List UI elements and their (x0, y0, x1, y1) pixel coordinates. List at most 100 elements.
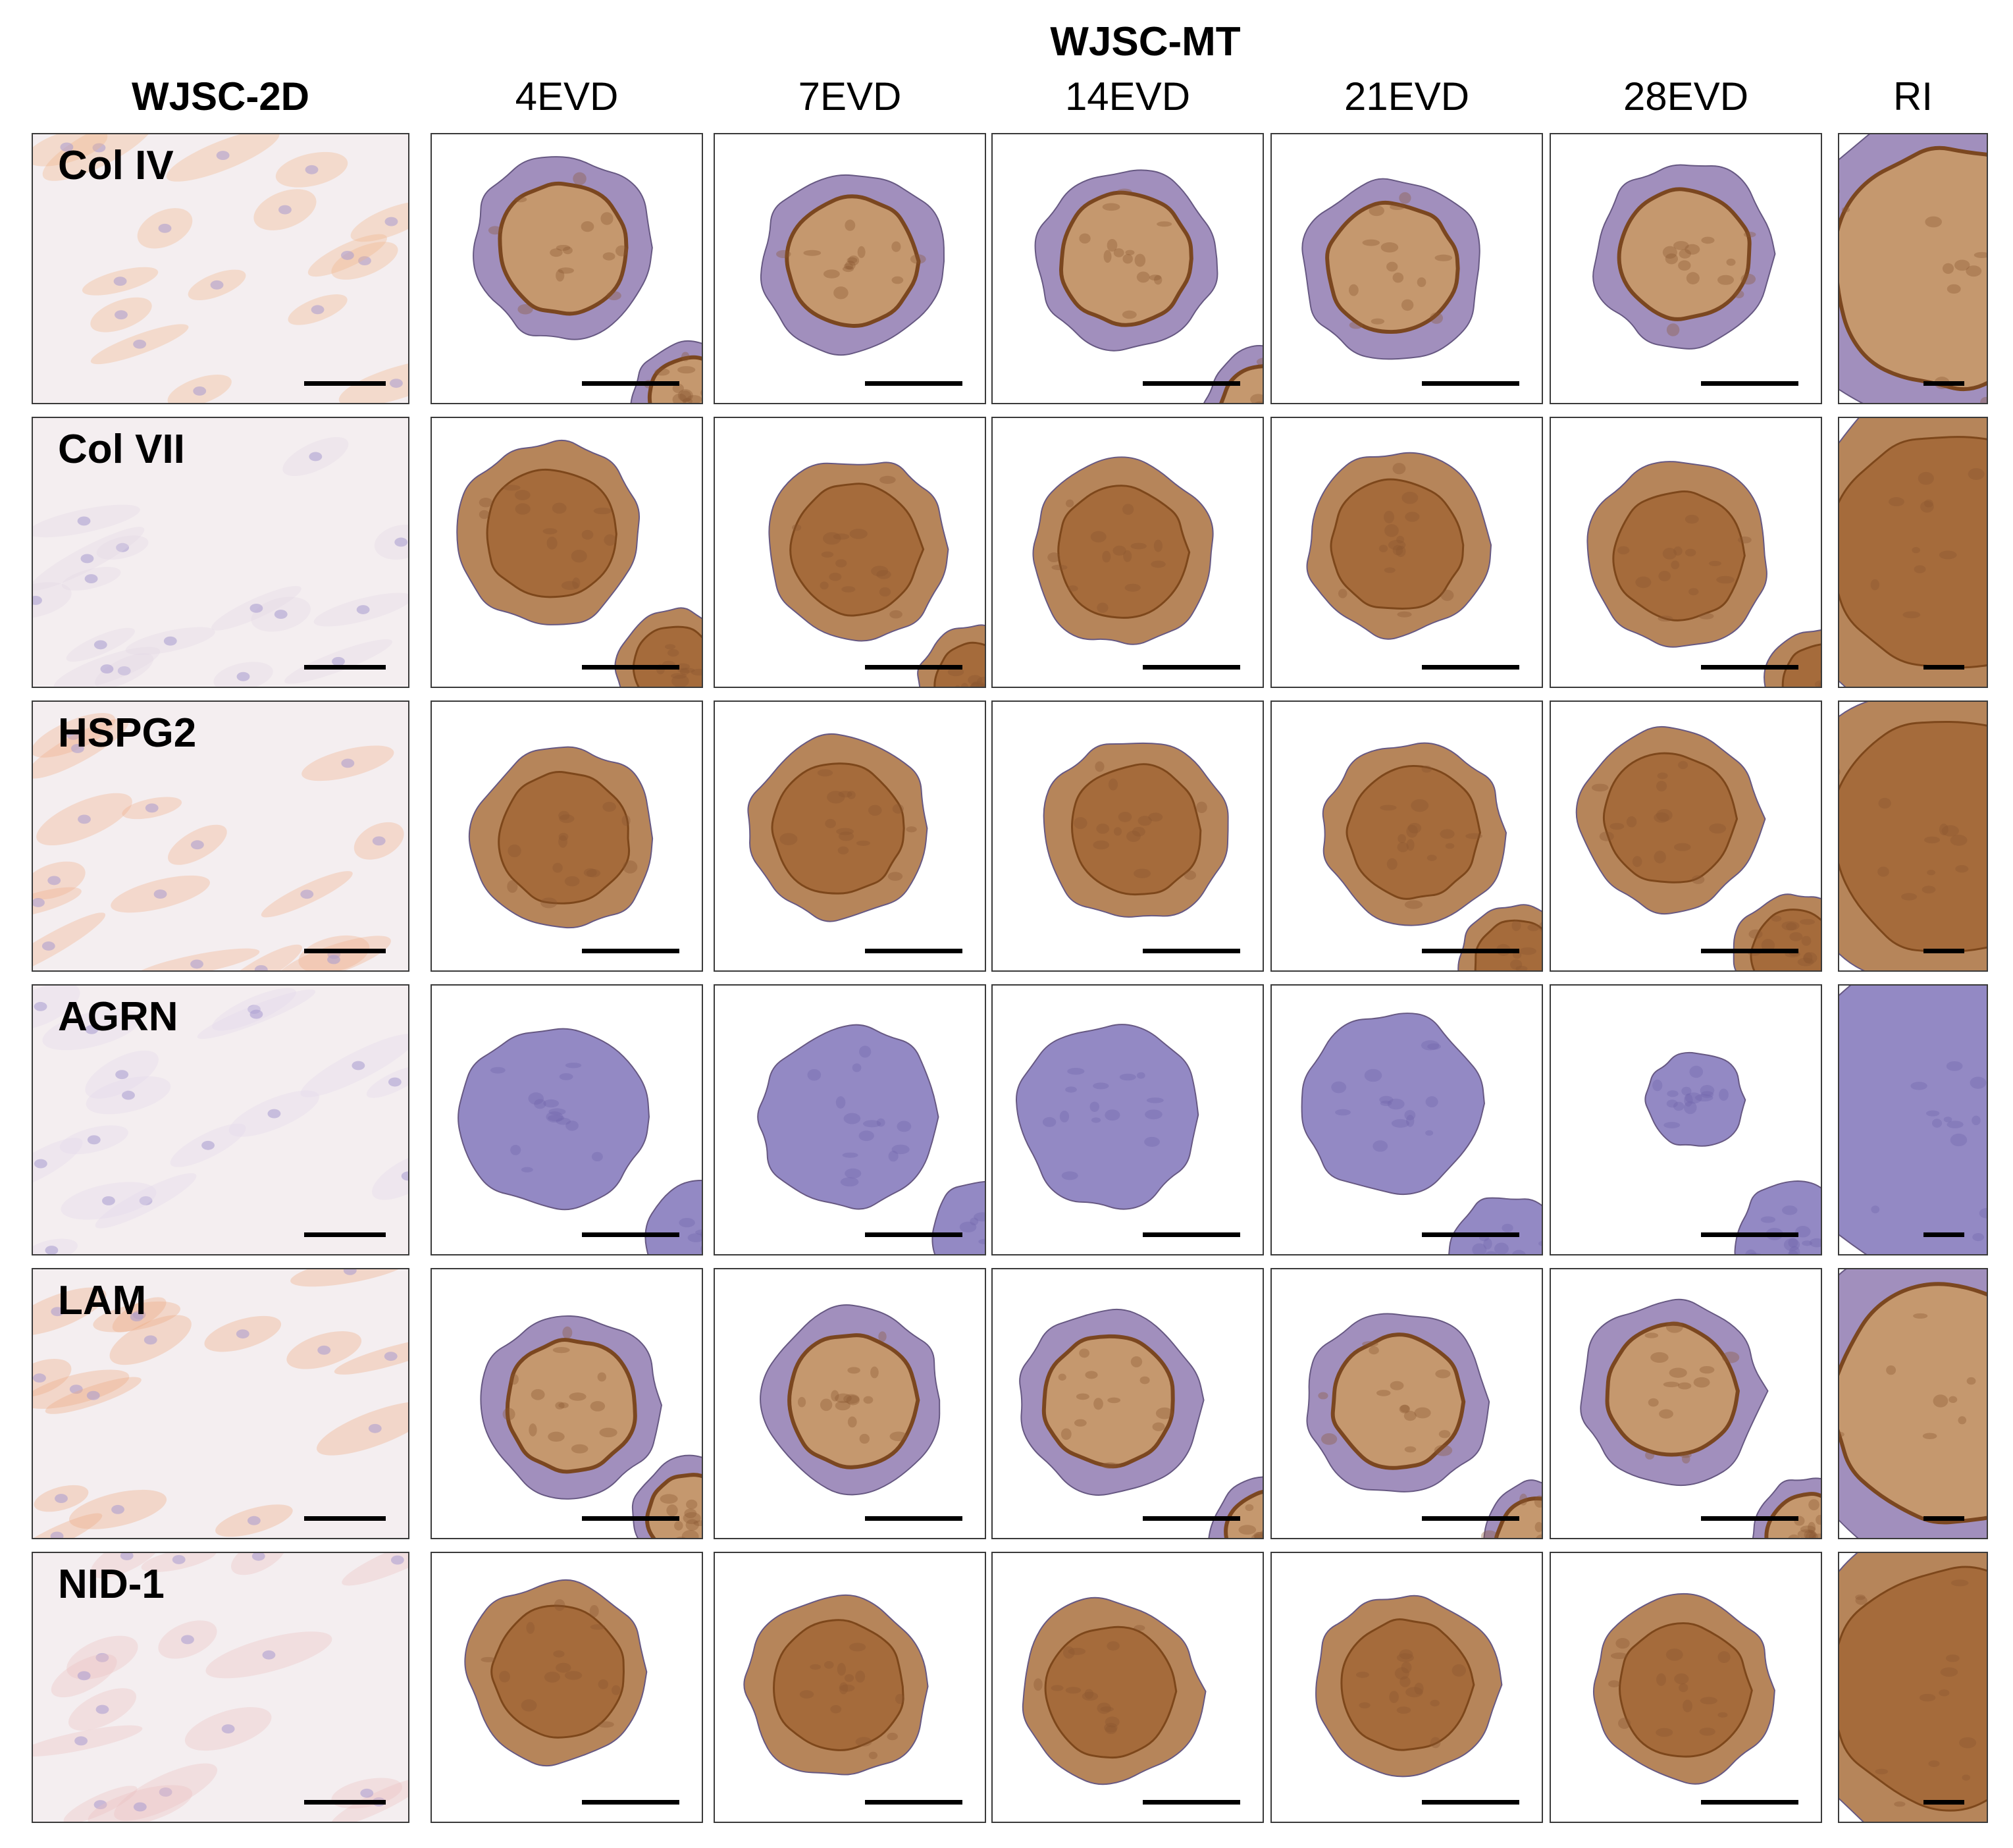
scale-bar (865, 1800, 962, 1805)
micrograph-panel (991, 417, 1264, 688)
scale-bar (304, 1516, 386, 1521)
spheroid (1448, 1197, 1542, 1254)
spheroid (1839, 134, 1987, 403)
scale-bar (1701, 1232, 1798, 1237)
scale-bar (1143, 1800, 1240, 1805)
scale-bar (304, 381, 386, 386)
micrograph-panel (1550, 1268, 1822, 1539)
micrograph-panel (714, 984, 986, 1255)
column-header-4: 4EVD (515, 74, 619, 119)
spheroid (1644, 1051, 1746, 1147)
spheroid (1593, 1593, 1775, 1785)
micrograph-panel (714, 133, 986, 404)
spheroid (747, 733, 928, 922)
column-header-28: 28EVD (1623, 74, 1749, 119)
scale-bar (1923, 1232, 1964, 1237)
cell-culture (33, 702, 408, 970)
row-label: LAM (58, 1278, 147, 1323)
micrograph-image (993, 418, 1263, 687)
spheroid (760, 174, 945, 356)
micrograph-panel (991, 700, 1264, 972)
micrograph-image (715, 1553, 985, 1822)
spheroid (757, 1024, 939, 1210)
spheroid (1839, 986, 1987, 1254)
spheroid (1022, 1597, 1207, 1785)
spheroid (1752, 1477, 1821, 1538)
scale-bar (582, 1232, 679, 1237)
scale-bar (1701, 381, 1798, 386)
spheroid (1043, 742, 1229, 918)
scale-bar (1143, 949, 1240, 953)
scale-bar (582, 665, 679, 670)
micrograph-image (432, 418, 702, 687)
spheroid (1592, 164, 1776, 350)
column-header-21: 21EVD (1344, 74, 1470, 119)
spheroid (480, 1315, 663, 1500)
micrograph-panel (1838, 417, 1988, 688)
micrograph-image (33, 986, 408, 1254)
micrograph-image (33, 1553, 408, 1822)
micrograph-image (993, 134, 1263, 403)
micrograph-panel (714, 1552, 986, 1823)
row-label: AGRN (58, 994, 178, 1040)
spheroid (1839, 1269, 1987, 1538)
scale-bar (865, 1232, 962, 1237)
micrograph-panel (431, 700, 703, 972)
micrograph-panel (714, 700, 986, 972)
micrograph-panel (1270, 133, 1543, 404)
micrograph-image (993, 702, 1263, 970)
scale-bar (1422, 1232, 1519, 1237)
spheroid (1580, 1298, 1769, 1487)
scale-bar (1701, 949, 1798, 953)
scale-bar (1422, 1516, 1519, 1521)
micrograph-image (1839, 986, 1987, 1254)
scale-bar (304, 949, 386, 953)
scale-bar (304, 1232, 386, 1237)
scale-bar (1143, 1516, 1240, 1521)
micrograph-image (33, 418, 408, 687)
scale-bar (1923, 381, 1964, 386)
cell-culture (33, 1553, 408, 1822)
spheroid (768, 462, 949, 642)
scale-bar (1143, 381, 1240, 386)
micrograph-panel (1838, 133, 1988, 404)
scale-bar (1422, 665, 1519, 670)
scale-bar (1923, 949, 1964, 953)
scale-bar (865, 1516, 962, 1521)
micrograph-image (1551, 986, 1821, 1254)
group-title: WJSC-MT (1050, 19, 1241, 65)
scale-bar (1422, 949, 1519, 953)
scale-bar (1143, 665, 1240, 670)
scale-bar (304, 1800, 386, 1805)
spheroid (1839, 702, 1987, 970)
micrograph-image (1551, 418, 1821, 687)
micrograph-panel (1838, 700, 1988, 972)
micrograph-panel (431, 417, 703, 688)
micrograph-image (1839, 134, 1987, 403)
micrograph-panel (1838, 1268, 1988, 1539)
micrograph-image (1839, 1553, 1987, 1822)
micrograph-panel (991, 133, 1264, 404)
scale-bar (582, 1800, 679, 1805)
micrograph-image (1272, 1553, 1542, 1822)
row-label: Col IV (58, 143, 174, 188)
spheroid (1203, 345, 1263, 403)
micrograph-image (432, 1269, 702, 1538)
micrograph-image (432, 986, 702, 1254)
micrograph-image (432, 134, 702, 403)
scale-bar (1701, 665, 1798, 670)
micrograph-panel (431, 1552, 703, 1823)
micrograph-image (33, 134, 408, 403)
scale-bar (865, 665, 962, 670)
cell-culture (33, 418, 408, 687)
micrograph-panel (1550, 700, 1822, 972)
scale-bar (1143, 1232, 1240, 1237)
micrograph-panel (431, 133, 703, 404)
micrograph-panel (991, 1268, 1264, 1539)
micrograph-image (1551, 1553, 1821, 1822)
micrograph-image (1839, 702, 1987, 970)
scale-bar (865, 381, 962, 386)
spheroid (1016, 1024, 1199, 1210)
micrograph-image (1272, 986, 1542, 1254)
spheroid (1322, 742, 1507, 926)
